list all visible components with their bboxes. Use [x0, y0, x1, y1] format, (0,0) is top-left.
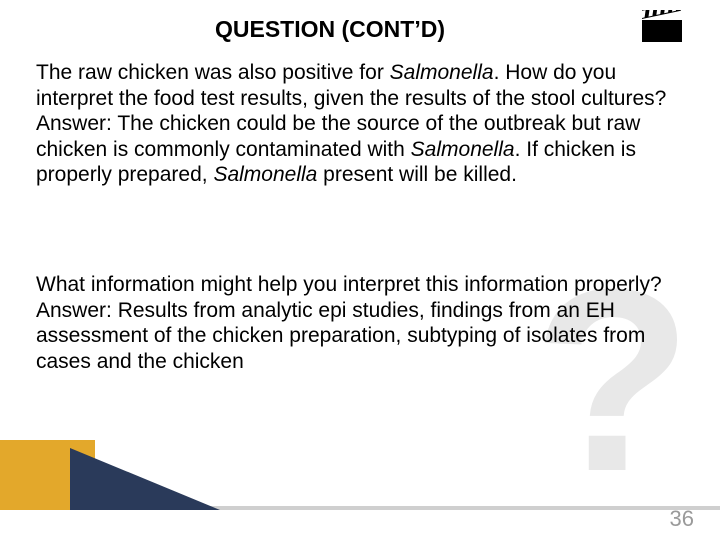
footer-navy-triangle	[70, 448, 220, 510]
a1-salmonella-1: Salmonella	[411, 138, 515, 161]
a2-text: Results from analytic epi studies, findi…	[36, 299, 645, 373]
a1-label: Answer:	[36, 112, 117, 135]
q1-text-pre: The raw chicken was also positive for	[36, 61, 390, 84]
slide: QUESTION (CONT’D) ? The raw chicken was …	[0, 0, 720, 540]
footer-graphics	[0, 440, 720, 510]
a1-salmonella-2: Salmonella	[213, 163, 317, 186]
q2-text: What information might help you interpre…	[36, 273, 662, 296]
question-block-2: What information might help you interpre…	[36, 272, 680, 374]
a1-text-post: present will be killed.	[317, 163, 517, 186]
question-block-1: The raw chicken was also positive for Sa…	[36, 60, 680, 188]
slide-title: QUESTION (CONT’D)	[0, 16, 720, 43]
clapboard-icon	[642, 10, 682, 42]
q1-salmonella-1: Salmonella	[390, 61, 494, 84]
a2-label: Answer:	[36, 299, 118, 322]
page-number: 36	[670, 506, 694, 532]
